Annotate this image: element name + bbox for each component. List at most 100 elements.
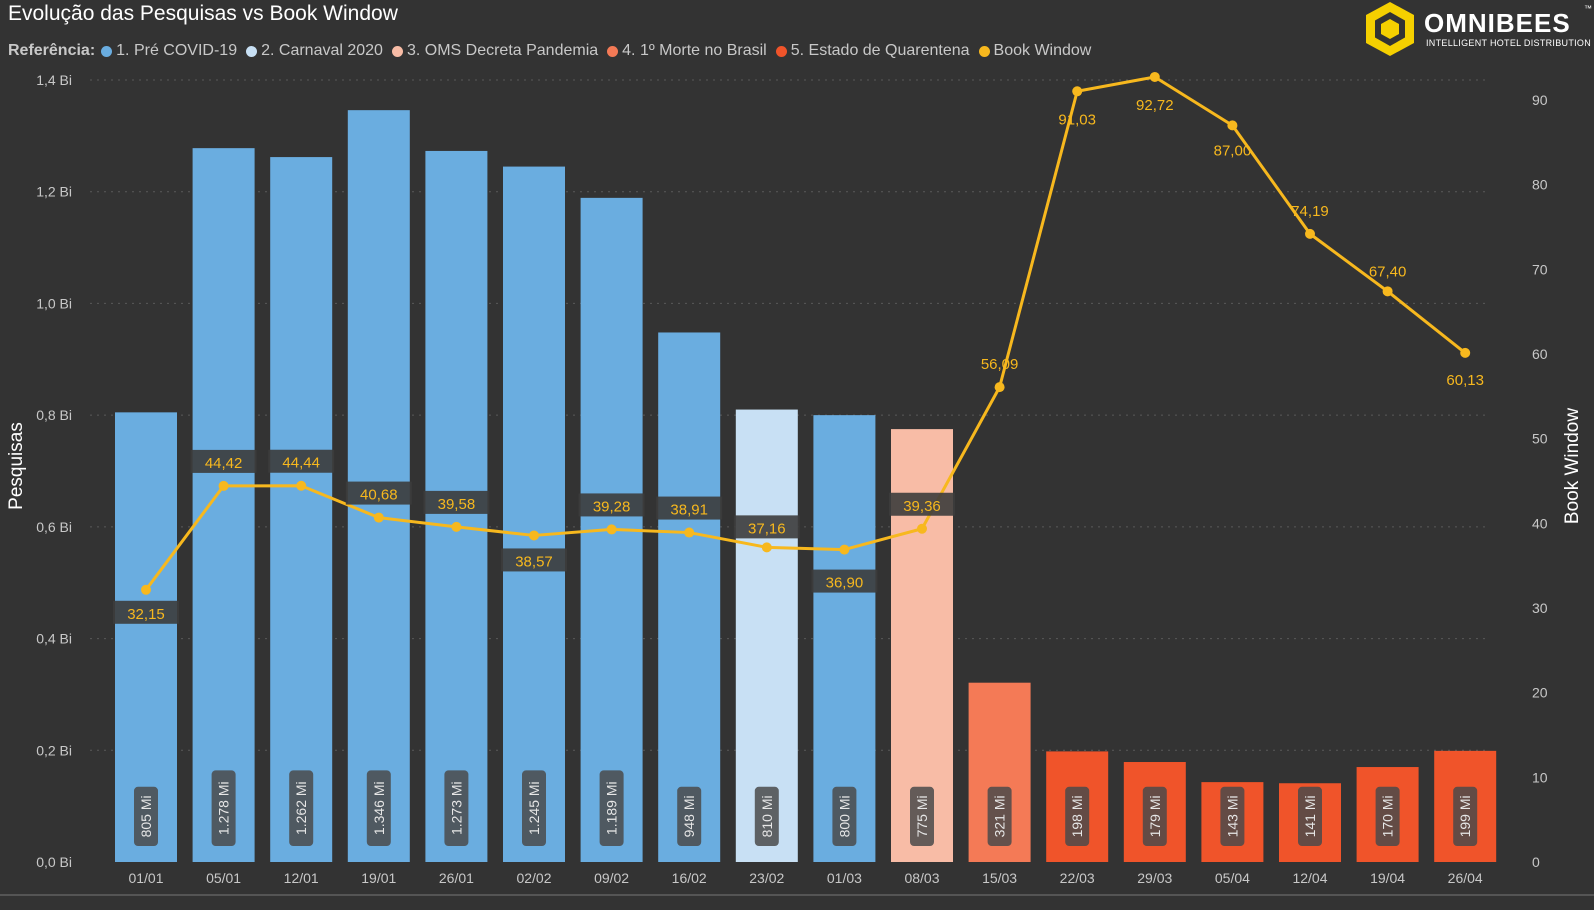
bars-layer bbox=[115, 110, 1497, 863]
legend-title: Referência: bbox=[8, 42, 96, 59]
x-tick-label: 29/03 bbox=[1137, 870, 1172, 886]
book-window-value-label: 92,72 bbox=[1136, 97, 1174, 114]
legend-item-book-window[interactable]: Book Window bbox=[978, 42, 1092, 60]
line-label-box bbox=[889, 492, 955, 516]
book-window-point[interactable] bbox=[1072, 86, 1083, 97]
book-window-point[interactable] bbox=[1305, 228, 1315, 239]
book-window-point[interactable] bbox=[761, 542, 772, 553]
book-window-point[interactable] bbox=[1460, 347, 1471, 358]
book-window-value-label: 60,13 bbox=[1446, 372, 1484, 389]
book-window-point[interactable] bbox=[917, 523, 927, 534]
legend: Referência: 1. Pré COVID-19 2. Carnaval … bbox=[8, 42, 1100, 60]
line-label-box bbox=[345, 481, 412, 505]
line-label-box bbox=[423, 490, 490, 514]
legend-dot bbox=[246, 45, 258, 57]
bar-value-label: 805 Mi bbox=[138, 795, 154, 837]
bar[interactable] bbox=[503, 166, 565, 863]
book-window-point[interactable] bbox=[684, 527, 695, 538]
book-window-value-label: 38,91 bbox=[670, 502, 708, 519]
book-window-point[interactable] bbox=[451, 521, 462, 532]
y2-axis-title: Book Window bbox=[1562, 408, 1583, 524]
bar[interactable] bbox=[735, 409, 798, 862]
book-window-value-label: 38,57 bbox=[515, 553, 553, 570]
bar-value-label: 1.189 Mi bbox=[604, 781, 620, 835]
bar[interactable] bbox=[192, 148, 255, 862]
bar-label-box bbox=[444, 770, 469, 846]
legend-item-oms[interactable]: 3. OMS Decreta Pandemia bbox=[391, 42, 599, 60]
book-window-point[interactable] bbox=[296, 480, 307, 491]
legend-dot bbox=[978, 45, 990, 57]
bar-label-box bbox=[1220, 786, 1245, 846]
chart-title: Evolução das Pesquisas vs Book Window bbox=[8, 2, 398, 25]
book-window-point[interactable] bbox=[994, 382, 1005, 393]
book-window-value-label: 39,36 bbox=[903, 498, 941, 515]
y2-axis: 0 10 20 30 40 50 60 70 80 90 bbox=[1532, 92, 1548, 870]
book-window-point[interactable] bbox=[839, 544, 850, 555]
bar-value-label: 179 Mi bbox=[1147, 795, 1163, 837]
legend-label: 3. OMS Decreta Pandemia bbox=[406, 42, 599, 59]
line-label-box bbox=[656, 496, 723, 520]
bar-value-label: 1.245 Mi bbox=[526, 781, 542, 835]
y2-tick-label: 0 bbox=[1532, 854, 1540, 870]
bar-label-box bbox=[1142, 786, 1167, 846]
book-window-value-label: 37,16 bbox=[748, 520, 786, 537]
book-window-value-label: 32,15 bbox=[127, 606, 165, 623]
book-window-point[interactable] bbox=[606, 524, 617, 535]
y2-tick-label: 30 bbox=[1532, 600, 1548, 616]
y2-tick-label: 90 bbox=[1532, 92, 1548, 108]
legend-item-pre-covid[interactable]: 1. Pré COVID-19 bbox=[101, 42, 237, 60]
book-window-point[interactable] bbox=[141, 584, 151, 595]
bottom-divider bbox=[0, 894, 1594, 896]
book-window-value-label: 36,90 bbox=[826, 575, 864, 592]
book-window-value-label: 40,68 bbox=[360, 487, 398, 504]
book-window-point[interactable] bbox=[529, 530, 539, 541]
x-tick-label: 22/03 bbox=[1060, 870, 1095, 886]
x-tick-label: 26/04 bbox=[1448, 870, 1483, 886]
legend-item-quarentena[interactable]: 5. Estado de Quarentena bbox=[775, 42, 970, 60]
bar-label-box bbox=[1065, 786, 1090, 846]
bar-label-box bbox=[211, 770, 236, 846]
x-tick-label: 05/01 bbox=[206, 870, 241, 886]
x-tick-label: 19/04 bbox=[1370, 870, 1405, 886]
bar[interactable] bbox=[658, 332, 721, 863]
bar-label-box bbox=[134, 786, 158, 846]
book-window-point[interactable] bbox=[1149, 71, 1160, 82]
bar-label-box bbox=[289, 770, 314, 846]
legend-label: 1. Pré COVID-19 bbox=[116, 42, 238, 59]
line-layer bbox=[141, 71, 1471, 595]
legend-item-carnaval[interactable]: 2. Carnaval 2020 bbox=[246, 42, 383, 60]
logo-trademark: ™ bbox=[1584, 4, 1592, 13]
y-tick-label: 0,0 Bi bbox=[36, 854, 72, 870]
bar-labels-layer: 805 Mi 1.278 Mi 1.262 Mi 1.346 Mi 1.273 Mi 1.… bbox=[134, 770, 1478, 846]
x-tick-label: 09/02 bbox=[594, 870, 629, 886]
x-tick-label: 08/03 bbox=[904, 870, 939, 886]
bar-value-label: 199 Mi bbox=[1457, 795, 1473, 837]
y-tick-label: 0,6 Bi bbox=[36, 519, 72, 535]
bar-value-label: 775 Mi bbox=[914, 795, 930, 837]
book-window-value-label: 87,00 bbox=[1214, 142, 1252, 159]
book-window-value-label: 67,40 bbox=[1369, 263, 1407, 280]
omnibees-logo: OMNIBEES ™ INTELLIGENT HOTEL DISTRIBUTIO… bbox=[1362, 0, 1594, 58]
legend-dot bbox=[607, 45, 619, 57]
line-label-box bbox=[811, 569, 878, 593]
book-window-point[interactable] bbox=[218, 480, 229, 491]
book-window-point[interactable] bbox=[1382, 286, 1393, 297]
x-tick-label: 26/01 bbox=[439, 870, 474, 886]
y2-tick-label: 10 bbox=[1532, 769, 1548, 785]
y2-tick-label: 40 bbox=[1532, 515, 1548, 531]
y-tick-label: 0,4 Bi bbox=[36, 631, 72, 647]
legend-label: Book Window bbox=[993, 42, 1092, 59]
legend-label: 2. Carnaval 2020 bbox=[261, 42, 383, 59]
line-labels-layer: 32,15 44,42 44,44 40,68 39,58 38,57 39,28 38,91… bbox=[113, 97, 1484, 624]
line-label-box bbox=[733, 515, 800, 539]
bar[interactable] bbox=[270, 157, 333, 862]
line-label-box bbox=[113, 600, 179, 624]
bar-value-label: 321 Mi bbox=[992, 795, 1008, 837]
x-tick-label: 01/03 bbox=[827, 870, 862, 886]
bar-label-box bbox=[1298, 786, 1322, 846]
book-window-value-label: 39,28 bbox=[593, 498, 631, 515]
book-window-point[interactable] bbox=[1227, 120, 1238, 131]
book-window-value-label: 91,03 bbox=[1058, 111, 1096, 128]
book-window-point[interactable] bbox=[373, 512, 384, 523]
legend-item-primeira-morte[interactable]: 4. 1º Morte no Brasil bbox=[607, 42, 767, 60]
